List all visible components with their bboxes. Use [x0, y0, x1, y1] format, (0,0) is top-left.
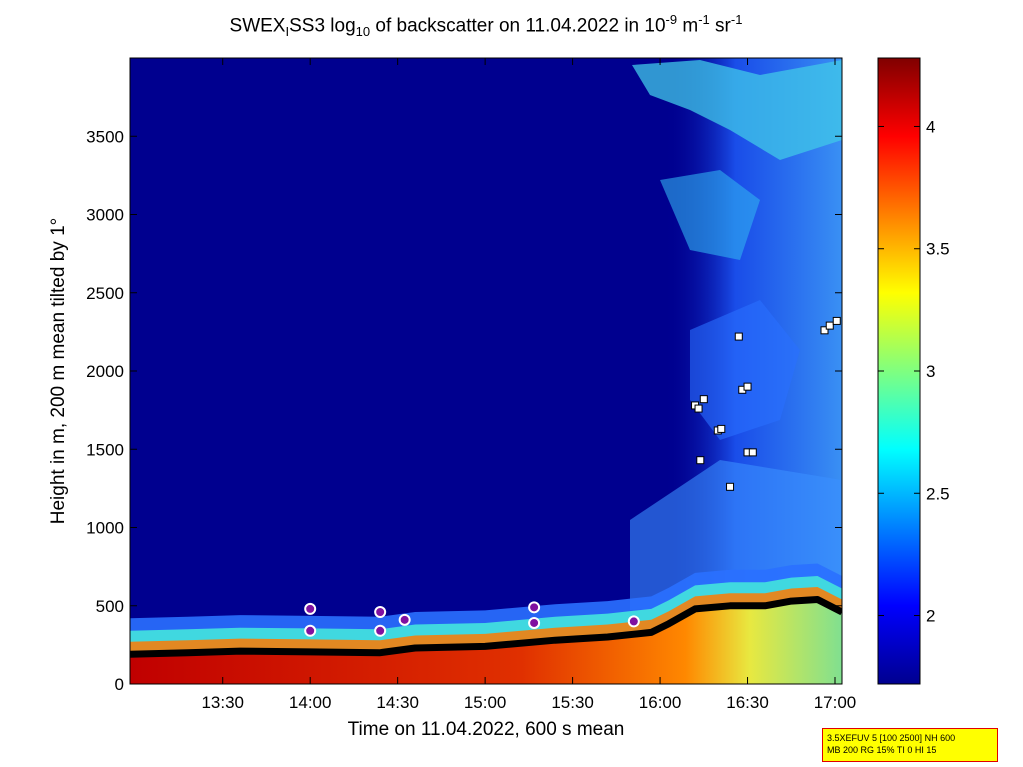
colorbar-tick-label: 4 [926, 117, 935, 136]
x-tick-label: 16:00 [639, 693, 682, 712]
parameter-line-2: MB 200 RG 15% TI 0 HI 15 [827, 745, 937, 755]
x-tick-label: 17:00 [814, 693, 857, 712]
cloud-base-marker [734, 332, 743, 341]
colorbar-tick-label: 2 [926, 607, 935, 626]
aerosol-top-marker [398, 613, 411, 626]
cloud-base-marker [699, 395, 708, 404]
cloud-base-marker [694, 404, 703, 413]
cloud-patch [690, 300, 800, 440]
y-tick-label: 500 [96, 597, 124, 616]
cloud-base-markers [691, 316, 841, 491]
aerosol-top-marker [304, 602, 317, 615]
parameter-box: 3.5XEFUV 5 [100 2500] NH 600 MB 200 RG 1… [822, 728, 998, 762]
y-tick-label: 1000 [86, 519, 124, 538]
mixing-layer-height [130, 596, 842, 658]
x-tick-label: 16:30 [726, 693, 769, 712]
colorbar-axis: 2 2.5 3 3.5 4 [878, 117, 950, 626]
surface-layer [130, 599, 842, 684]
cloud-base-marker [696, 456, 705, 465]
colorbar [877, 57, 921, 685]
cloud-base-marker [748, 448, 757, 457]
x-axis: 13:30 14:00 14:30 15:00 15:30 16:00 16:30 17:00 [201, 58, 856, 712]
y-tick-label: 2000 [86, 362, 124, 381]
x-tick-label: 14:00 [289, 693, 332, 712]
aerosol-top-marker [627, 615, 640, 628]
colorbar-tick-label: 3 [926, 362, 935, 381]
aerosol-top-marker [304, 624, 317, 637]
x-tick-label: 15:30 [551, 693, 594, 712]
aerosol-top-marker [528, 601, 541, 614]
aerosol-top-marker [374, 624, 387, 637]
cloud-patch [660, 170, 760, 260]
aerosol-top-marker [374, 606, 387, 619]
x-tick-label: 15:00 [464, 693, 507, 712]
y-tick-label: 3000 [86, 206, 124, 225]
y-tick-label: 3500 [86, 127, 124, 146]
cloud-base-marker [743, 382, 752, 391]
x-tick-label: 13:30 [201, 693, 244, 712]
cloud-base-marker [726, 482, 735, 491]
cloud-base-marker [832, 316, 841, 325]
cloud-base-marker [825, 321, 834, 330]
y-axis: 0 500 1000 1500 2000 2500 3000 3500 [86, 127, 842, 694]
parameter-line-1: 3.5XEFUV 5 [100 2500] NH 600 [827, 733, 956, 743]
y-tick-label: 0 [115, 675, 124, 694]
aerosol-top-markers [304, 601, 640, 637]
cloud-base-marker [717, 424, 726, 433]
x-tick-label: 14:30 [376, 693, 419, 712]
aerosol-top-marker [528, 616, 541, 629]
colorbar-tick-label: 3.5 [926, 240, 950, 259]
cloud-patch [632, 60, 842, 160]
y-axis-label: Height in m, 200 m mean tilted by 1° [48, 218, 69, 524]
heatmap-area [130, 58, 842, 684]
mixing-layer-height-line [130, 596, 842, 658]
chart-title: SWEXISS3 log10 of backscatter on 11.04.2… [229, 12, 743, 40]
x-axis-label: Time on 11.04.2022, 600 s mean [348, 719, 625, 740]
colorbar-tick-label: 2.5 [926, 484, 950, 503]
y-tick-label: 2500 [86, 284, 124, 303]
cloud-base-marker [820, 326, 829, 335]
y-tick-label: 1500 [86, 440, 124, 459]
